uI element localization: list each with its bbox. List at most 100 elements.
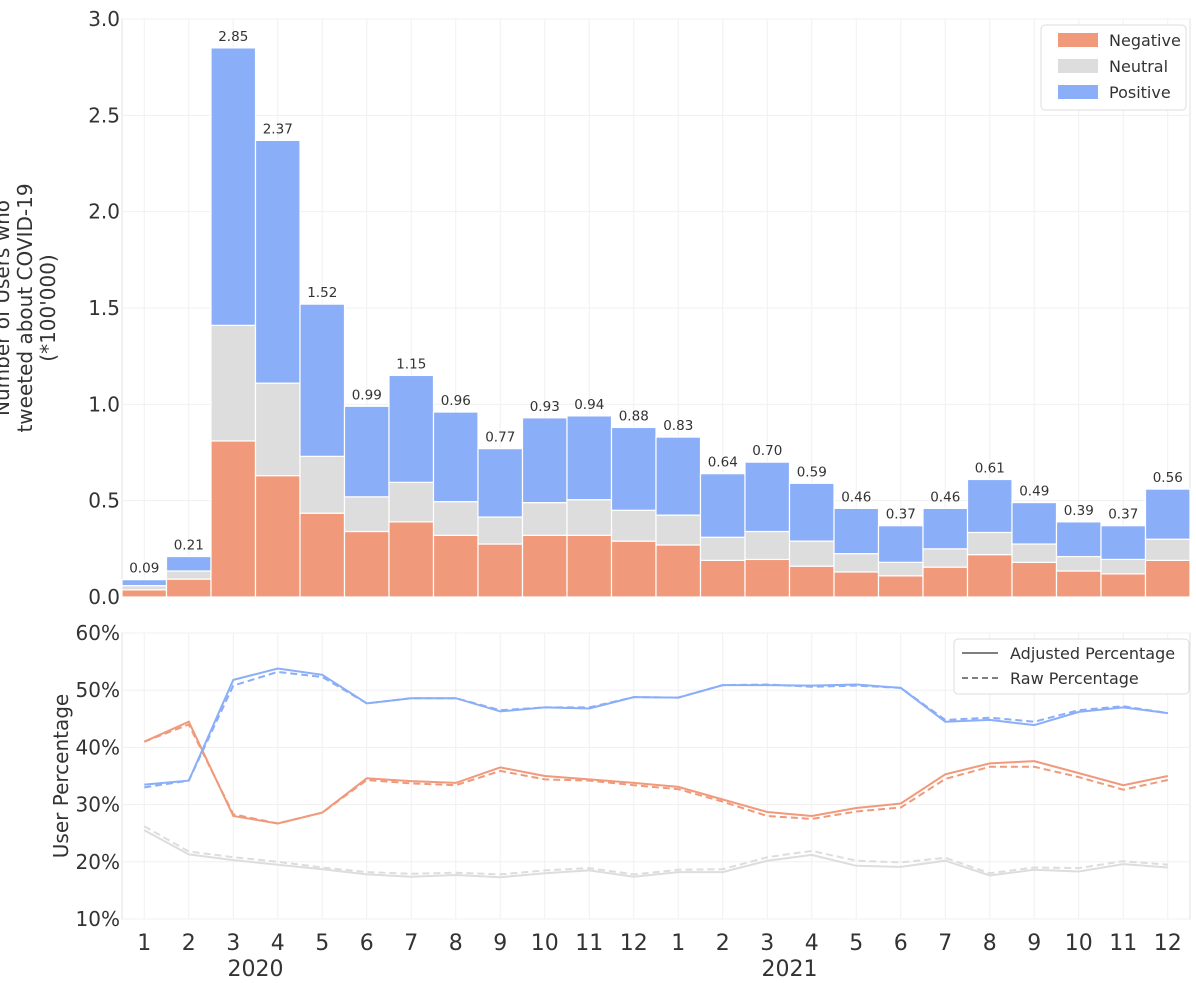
bar-segment-positive xyxy=(165,555,212,572)
bottom-y-tick-label: 20% xyxy=(76,850,120,874)
bar-segment-neutral xyxy=(299,455,346,514)
bar-total-label: 0.61 xyxy=(975,460,1005,476)
x-tick-label: 9 xyxy=(1027,931,1041,956)
x-tick-label: 12 xyxy=(1154,931,1182,956)
bar-segment-negative xyxy=(388,521,435,598)
bar-segment-positive xyxy=(299,303,346,457)
legend-label-positive: Positive xyxy=(1109,83,1171,102)
bar-total-label: 0.88 xyxy=(619,408,649,424)
bottom-y-tick-label: 40% xyxy=(76,735,120,759)
bar-total-label: 0.56 xyxy=(1153,470,1183,486)
x-tick-label: 6 xyxy=(894,931,908,956)
bar-total-label: 0.77 xyxy=(485,430,515,446)
x-tick-label: 7 xyxy=(404,931,418,956)
bar-total-label: 0.70 xyxy=(752,443,782,459)
bar-segment-positive xyxy=(1011,501,1058,545)
x-tick-label: 2 xyxy=(182,931,196,956)
top-y-axis-label: Number of Users whotweeted about COVID-1… xyxy=(0,183,60,432)
bar-segment-positive xyxy=(254,139,301,384)
bar-total-label: 0.96 xyxy=(441,393,471,409)
bar-segment-neutral xyxy=(1055,555,1102,572)
bar-total-label: 0.94 xyxy=(574,397,604,413)
bar-total-label: 0.99 xyxy=(352,387,382,403)
bar-total-label: 0.93 xyxy=(530,399,560,415)
x-tick-label: 10 xyxy=(531,931,559,956)
top-y-axis-label-line: Number of Users who xyxy=(0,200,14,416)
x-tick-label: 4 xyxy=(271,931,285,956)
bar-segment-neutral xyxy=(655,514,702,546)
bottom-y-tick-label: 30% xyxy=(76,793,120,817)
bar-segment-negative xyxy=(744,558,791,598)
percentage-line-panel: 10% 20% 30% 40% 50% 60% User Percentage Adjuste… xyxy=(49,621,1191,982)
bottom-y-tick-label: 10% xyxy=(76,907,120,931)
bar-segment-positive xyxy=(210,47,257,326)
x-tick-label: 7 xyxy=(938,931,952,956)
bar-segment-positive xyxy=(432,411,479,503)
bar-segment-neutral xyxy=(254,382,301,477)
bottom-y-tick-label: 50% xyxy=(76,678,120,702)
bar-segment-negative xyxy=(210,440,257,598)
bar-segment-neutral xyxy=(744,530,791,561)
bar-segment-negative xyxy=(521,534,568,598)
bar-segment-negative xyxy=(966,554,1013,598)
top-y-tick-label: 1.0 xyxy=(88,392,120,416)
line-neutral-adjusted xyxy=(143,829,1168,879)
bar-total-label: 0.59 xyxy=(797,464,827,480)
bar-total-label: 0.46 xyxy=(841,489,871,505)
legend-swatch-negative xyxy=(1058,33,1098,47)
bar-segment-positive xyxy=(788,482,835,542)
bottom-legend-box xyxy=(953,638,1190,695)
bar-segment-negative xyxy=(922,566,969,598)
bar-total-label: 0.49 xyxy=(1019,484,1049,500)
bar-segment-negative xyxy=(432,534,479,598)
bar-segment-neutral xyxy=(210,324,257,442)
bar-segment-neutral xyxy=(432,501,479,536)
bar-total-label: 2.85 xyxy=(218,29,248,45)
x-tick-label: 8 xyxy=(449,931,463,956)
bar-segment-positive xyxy=(833,507,880,555)
line-positive-adjusted xyxy=(144,667,1168,786)
bar-segment-neutral xyxy=(877,561,924,577)
bar-segment-neutral xyxy=(477,516,524,545)
x-tick-label: 2 xyxy=(716,931,730,956)
top-y-axis-label-line: (*100'000) xyxy=(36,254,60,361)
bar-segment-negative xyxy=(566,534,613,598)
top-y-tick-label: 2.0 xyxy=(88,200,120,224)
bar-total-label: 0.64 xyxy=(708,455,738,471)
bottom-legend: Adjusted Percentage Raw Percentage xyxy=(953,638,1190,695)
legend-adjusted-label: Adjusted Percentage xyxy=(1010,644,1175,663)
bar-segment-positive xyxy=(744,461,791,533)
bar-segment-neutral xyxy=(121,585,168,591)
x-tick-label: 6 xyxy=(360,931,374,956)
line-negative-adjusted xyxy=(143,720,1169,825)
bar-segment-neutral xyxy=(922,548,969,568)
bar-segment-positive xyxy=(966,478,1013,534)
legend-swatch-positive xyxy=(1058,85,1098,99)
bar-segment-neutral xyxy=(388,481,435,523)
x-tick-label: 4 xyxy=(805,931,819,956)
bar-total-label: 0.37 xyxy=(886,507,916,523)
top-y-tick-label: 2.5 xyxy=(88,103,120,127)
bar-segment-negative xyxy=(1144,559,1191,598)
bar-segment-negative xyxy=(699,559,746,598)
x-tick-label: 10 xyxy=(1065,931,1093,956)
bar-total-label: 0.46 xyxy=(930,489,960,505)
bar-segment-neutral xyxy=(521,501,568,536)
legend-swatch-neutral xyxy=(1058,59,1098,73)
x-tick-label: 5 xyxy=(315,931,329,956)
x-tick-label: 3 xyxy=(760,931,774,956)
top-legend: Negative Neutral Positive xyxy=(1040,24,1187,111)
bar-segment-negative xyxy=(877,575,924,598)
bar-segment-neutral xyxy=(566,499,613,536)
bar-segment-negative xyxy=(254,475,301,598)
year-label-2020: 2020 xyxy=(228,957,284,982)
bottom-y-tick-label: 60% xyxy=(76,621,120,645)
line-neutral-raw xyxy=(143,825,1168,876)
top-y-axis-label-line: tweeted about COVID-19 xyxy=(13,183,37,432)
top-y-tick-label: 3.0 xyxy=(88,7,120,31)
bar-segment-positive xyxy=(477,448,524,518)
bar-segment-neutral xyxy=(833,553,880,573)
bar-segment-positive xyxy=(877,525,924,563)
top-y-tick-label: 0.0 xyxy=(88,585,120,609)
